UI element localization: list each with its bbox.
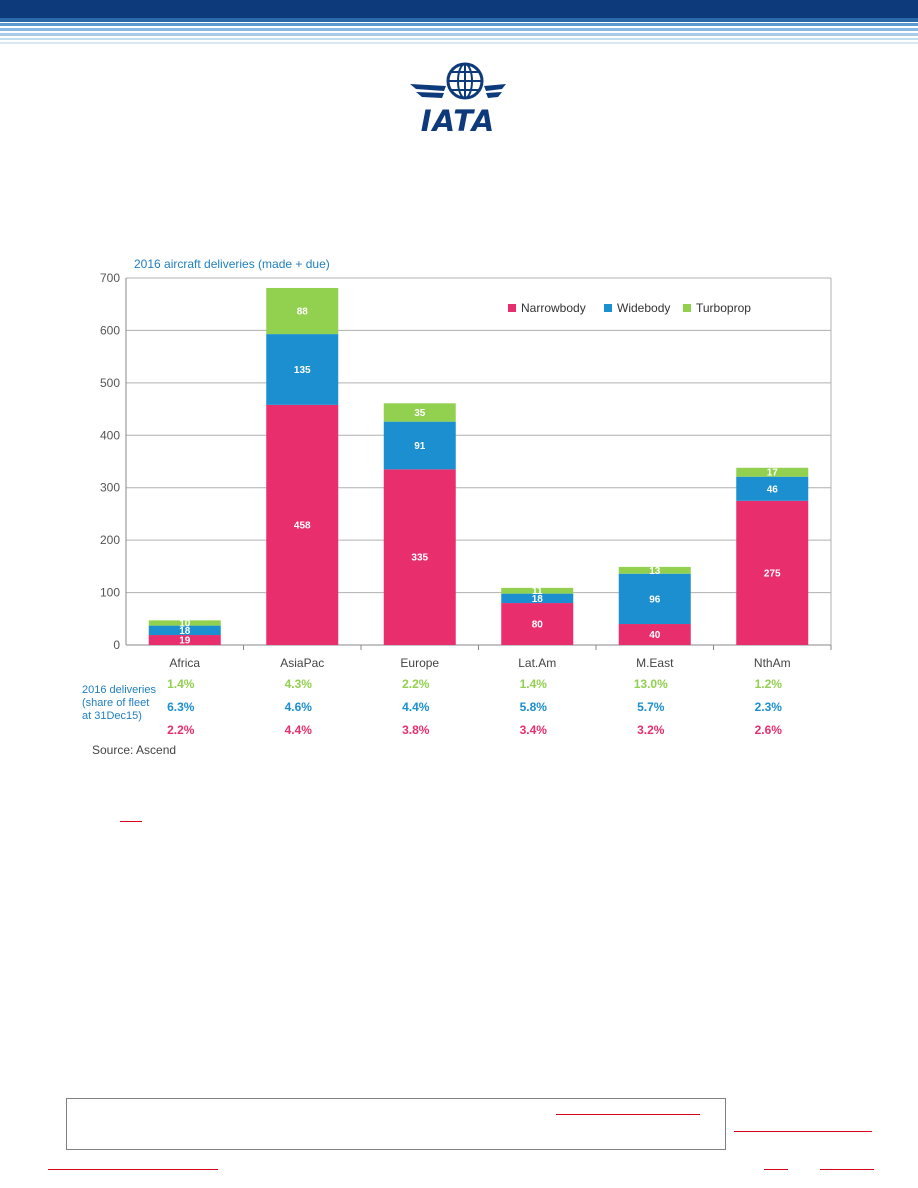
y-tick-label: 400 <box>100 428 120 442</box>
share-value-narrowbody: 3.8% <box>402 723 430 737</box>
data-label: 335 <box>411 553 428 564</box>
bar-widebody <box>501 593 574 604</box>
source-note: Source: Ascend <box>92 743 176 757</box>
y-tick-label: 100 <box>100 586 120 600</box>
data-label: 96 <box>649 594 661 605</box>
bar-turboprop <box>736 467 809 477</box>
x-tick-label: Africa <box>169 656 200 670</box>
bar-widebody <box>618 573 691 625</box>
legend-swatch-turboprop <box>683 304 691 312</box>
share-value-widebody: 4.6% <box>285 700 313 714</box>
stacked-bar-chart: 0100200300400500600700191810Africa458135… <box>82 271 832 757</box>
data-label: 18 <box>532 594 544 605</box>
share-value-narrowbody: 3.2% <box>637 723 665 737</box>
x-tick-label: Lat.Am <box>518 656 556 670</box>
data-label: 18 <box>179 626 191 637</box>
data-label: 91 <box>414 441 426 452</box>
globe-wings-icon <box>410 62 506 100</box>
y-tick-label: 300 <box>100 481 120 495</box>
y-tick-label: 500 <box>100 376 120 390</box>
share-value-turboprop: 13.0% <box>634 677 668 691</box>
bar-turboprop <box>148 620 221 626</box>
data-label: 35 <box>414 408 426 419</box>
footer-link-2[interactable] <box>734 1131 872 1132</box>
data-label: 88 <box>297 307 309 318</box>
data-label: 19 <box>179 636 191 647</box>
data-label: 80 <box>532 620 544 631</box>
share-value-turboprop: 1.2% <box>755 677 783 691</box>
share-value-narrowbody: 2.6% <box>755 723 783 737</box>
share-table-label: at 31Dec15) <box>82 710 142 722</box>
share-value-widebody: 6.3% <box>167 700 195 714</box>
x-tick-label: M.East <box>636 656 674 670</box>
share-value-narrowbody: 2.2% <box>167 723 195 737</box>
data-label: 135 <box>294 365 311 376</box>
legend-swatch-widebody <box>604 304 612 312</box>
data-label: 275 <box>764 568 781 579</box>
footer-link-5[interactable] <box>820 1169 874 1170</box>
bar-narrowbody <box>383 469 456 645</box>
chart-title: 2016 aircraft deliveries (made + due) <box>134 257 330 271</box>
legend-swatch-narrowbody <box>508 304 516 312</box>
share-value-turboprop: 1.4% <box>167 677 195 691</box>
share-value-widebody: 2.3% <box>755 700 783 714</box>
body-link[interactable] <box>120 821 142 822</box>
x-tick-label: Europe <box>400 656 439 670</box>
legend-label-turboprop: Turboprop <box>696 301 751 315</box>
data-label: 11 <box>532 586 543 597</box>
footer-disclaimer-box <box>66 1098 726 1150</box>
bar-turboprop <box>266 287 339 335</box>
share-value-narrowbody: 4.4% <box>285 723 313 737</box>
bar-widebody <box>383 421 456 470</box>
header-band <box>0 0 918 44</box>
iata-logo: IATA <box>408 60 508 138</box>
bar-narrowbody <box>266 404 339 645</box>
y-tick-label: 600 <box>100 323 120 337</box>
share-value-narrowbody: 3.4% <box>520 723 548 737</box>
share-value-turboprop: 4.3% <box>285 677 313 691</box>
bar-narrowbody <box>501 603 574 645</box>
data-label: 40 <box>649 630 661 641</box>
bar-turboprop <box>501 587 574 594</box>
bar-turboprop <box>618 566 691 574</box>
share-table-label: (share of fleet <box>82 697 149 709</box>
data-label: 13 <box>649 566 661 577</box>
data-label: 46 <box>767 484 779 495</box>
x-tick-label: AsiaPac <box>280 656 324 670</box>
footer-link-1[interactable] <box>556 1114 700 1115</box>
footer-link-3[interactable] <box>48 1169 218 1170</box>
legend-label-narrowbody: Narrowbody <box>521 301 586 315</box>
footer-link-4[interactable] <box>764 1169 788 1170</box>
bar-widebody <box>148 625 221 636</box>
logo-text: IATA <box>420 104 496 138</box>
x-tick-label: NthAm <box>754 656 791 670</box>
share-value-widebody: 4.4% <box>402 700 430 714</box>
bar-narrowbody <box>618 624 691 645</box>
data-label: 17 <box>767 468 779 479</box>
y-tick-label: 0 <box>113 638 120 652</box>
share-value-turboprop: 2.2% <box>402 677 430 691</box>
bar-narrowbody <box>148 635 221 645</box>
share-value-widebody: 5.8% <box>520 700 548 714</box>
bar-widebody <box>736 476 809 501</box>
y-tick-label: 700 <box>100 271 120 285</box>
y-tick-label: 200 <box>100 533 120 547</box>
data-label: 458 <box>294 520 311 531</box>
share-value-widebody: 5.7% <box>637 700 665 714</box>
share-table-label: 2016 deliveries <box>82 684 156 696</box>
legend-label-widebody: Widebody <box>617 301 670 315</box>
share-value-turboprop: 1.4% <box>520 677 548 691</box>
data-label: 10 <box>179 618 191 629</box>
bar-turboprop <box>383 403 456 422</box>
bar-narrowbody <box>736 500 809 645</box>
bar-widebody <box>266 334 339 405</box>
